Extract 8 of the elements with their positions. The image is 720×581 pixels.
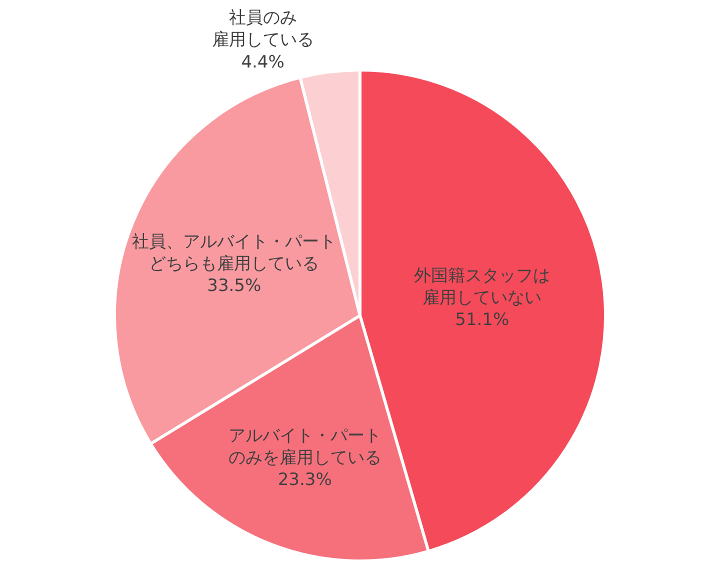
slice-label: 外国籍スタッフは雇用していない (414, 266, 550, 308)
data-label: 23.3% (278, 470, 332, 490)
slice-label: アルバイト・パートのみを雇用している (228, 426, 382, 468)
data-label: 51.1% (455, 310, 510, 330)
data-label: 33.5% (207, 276, 262, 296)
slice-label: 社員、アルバイト・パートどちらも雇用している (132, 232, 336, 274)
slice-label: 社員のみ雇用している (212, 8, 314, 50)
data-label: 4.4% (241, 52, 284, 72)
